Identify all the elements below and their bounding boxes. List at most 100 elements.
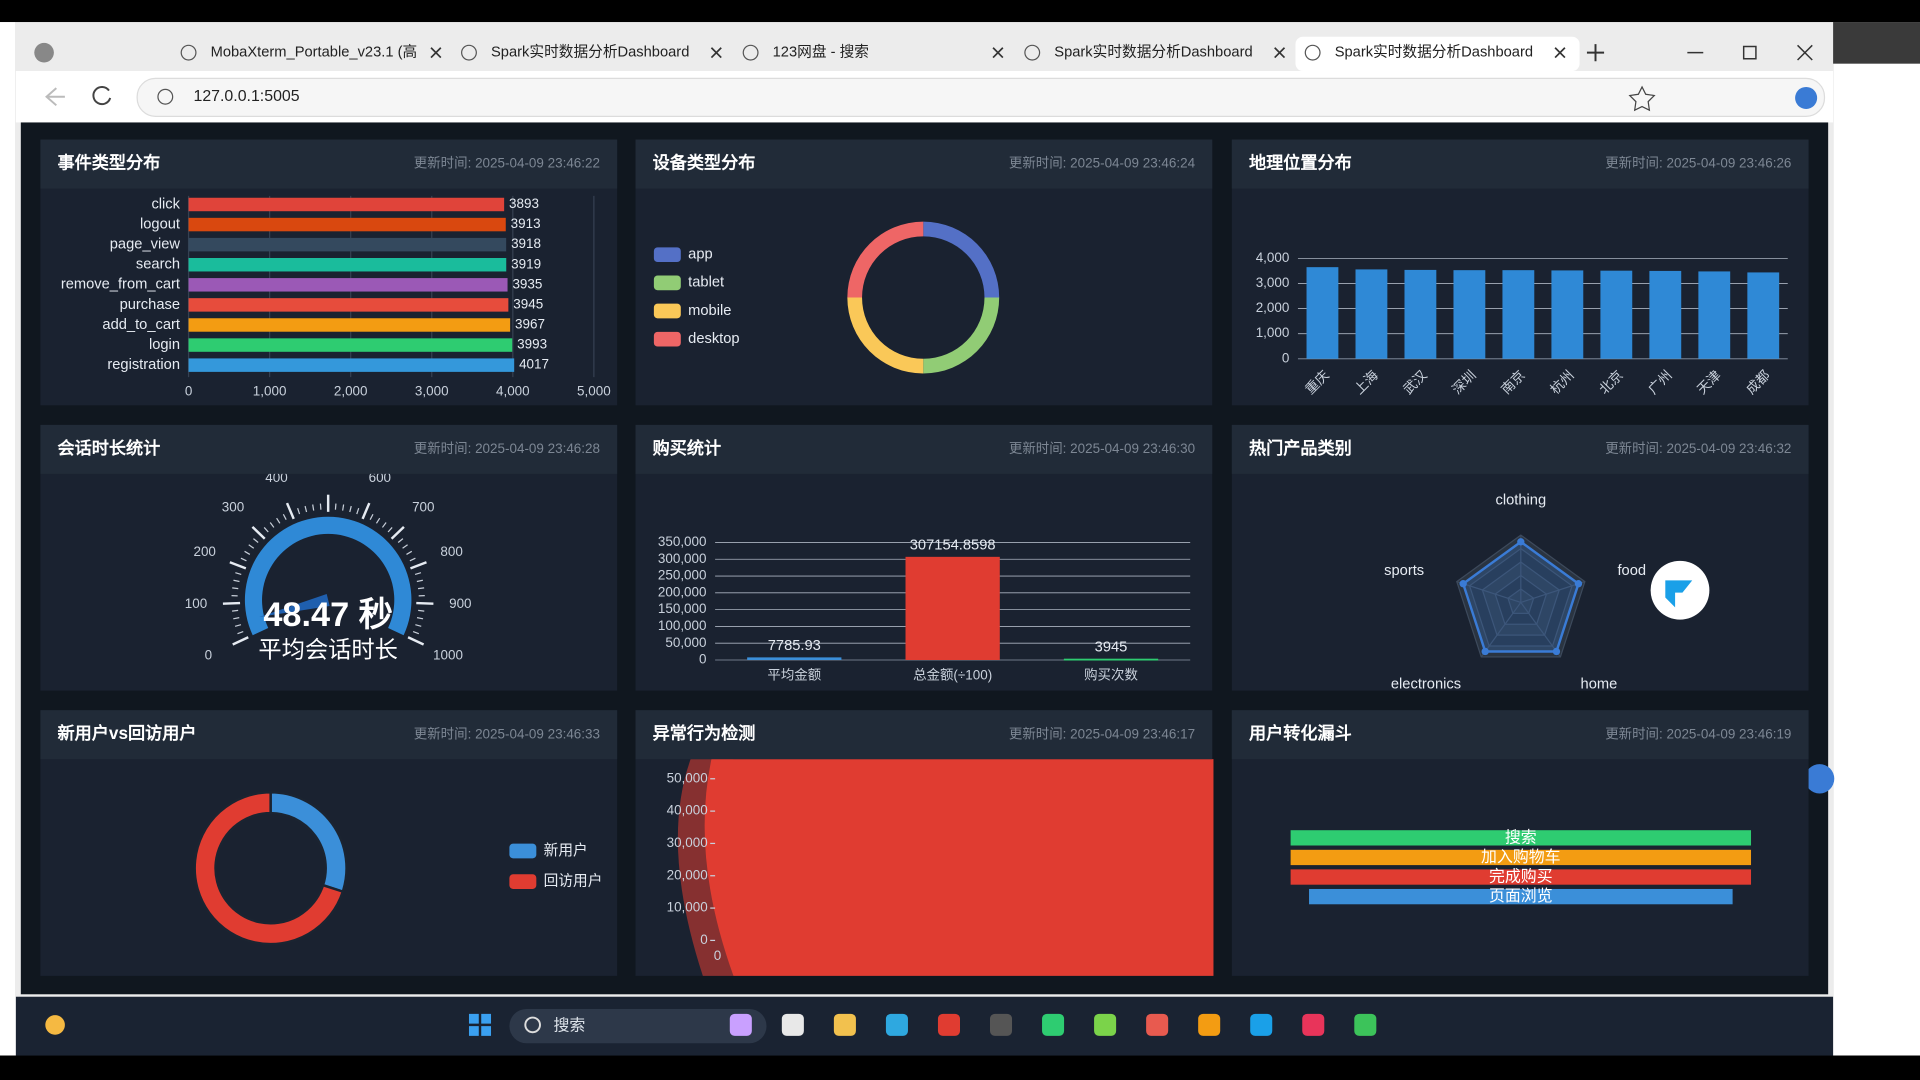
tab-title[interactable]: Spark实时数据分析Dashboard [1335, 44, 1533, 61]
panel-header [635, 710, 1213, 760]
url[interactable]: 127.0.0.1:5005 [193, 88, 299, 105]
funnel-layer [1309, 888, 1733, 905]
legend-swatch[interactable] [509, 843, 537, 859]
gauge-minor-tick [369, 513, 374, 520]
bar [1453, 270, 1486, 359]
gauge-minor-tick [402, 544, 408, 549]
update-time: 更新时间: 2025-04-09 23:46:30 [1009, 441, 1195, 456]
funnel-label: 搜索 [1505, 828, 1537, 846]
search-icon [524, 1016, 541, 1034]
legend-label[interactable]: tablet [688, 275, 724, 291]
bar [1063, 658, 1159, 661]
side-button[interactable] [1804, 764, 1835, 794]
side-window [0, 22, 16, 1056]
start-button[interactable] [468, 1013, 492, 1036]
tab-title[interactable]: Spark实时数据分析Dashboard [1054, 44, 1252, 61]
bar [188, 298, 509, 312]
taskbar-app[interactable] [885, 1013, 908, 1036]
address-bar[interactable] [136, 77, 1826, 117]
legend-swatch[interactable] [653, 275, 681, 291]
taskbar-app[interactable] [1094, 1013, 1117, 1036]
gauge-tick-label: 200 [193, 544, 215, 559]
legend-swatch[interactable] [653, 303, 681, 319]
y-tick-label: 20,000 [667, 867, 708, 882]
radar-point [1517, 538, 1525, 546]
bar [1404, 269, 1437, 359]
tab-close[interactable] [430, 47, 442, 59]
gauge-minor-tick [240, 557, 247, 562]
tab-close[interactable] [992, 47, 1004, 59]
value-label: 307154.8598 [910, 538, 996, 554]
reload-button[interactable] [92, 86, 112, 106]
tab-title[interactable]: 123网盘 - 搜索 [773, 43, 869, 61]
info-icon[interactable] [157, 88, 174, 105]
gauge-tick [410, 561, 427, 570]
taskbar-search[interactable] [509, 1008, 767, 1044]
taskbar-app[interactable] [1146, 1013, 1169, 1036]
panel-title: 用户转化漏斗 [1249, 723, 1352, 743]
taskbar-search-text[interactable]: 搜索 [553, 1016, 585, 1034]
gauge-minor-tick [232, 587, 239, 590]
legend-swatch[interactable] [509, 874, 537, 889]
panel: 01,0002,0003,0004,000重庆 上海 武汉 深圳 南京 杭州 北京 广州 天津成… [1231, 139, 1809, 406]
favorite-icon[interactable] [1628, 85, 1656, 112]
gauge-minor-tick [397, 538, 404, 543]
panel-header [635, 424, 1213, 474]
gauge-minor-tick [349, 505, 352, 513]
copilot-icon[interactable] [1795, 86, 1818, 109]
profile-icon[interactable] [34, 42, 54, 63]
gauge-minor-tick [235, 572, 242, 576]
window-controls[interactable] [1687, 44, 1813, 61]
taskbar-app[interactable] [1302, 1013, 1325, 1036]
panels: 0 1,000 2,000 3,000 4,000 5,000 click 3893 logou… [40, 139, 1809, 976]
legend-label[interactable]: 新用户 [544, 842, 588, 859]
tab[interactable]: MobaXterm_Portable_v23.1 (高 [180, 44, 442, 61]
tab-close[interactable] [710, 47, 722, 59]
tab[interactable]: 123网盘 - 搜索 [742, 43, 1004, 61]
bar [1502, 270, 1535, 359]
gauge-minor-tick [234, 624, 242, 627]
gauge-minor-tick [282, 513, 287, 520]
tab-close[interactable] [1274, 47, 1286, 59]
taskbar-app[interactable] [1042, 1013, 1065, 1036]
back-button[interactable] [45, 87, 65, 107]
panel-header [1231, 139, 1809, 189]
taskbar-app[interactable] [781, 1013, 804, 1036]
legend-swatch[interactable] [653, 331, 681, 347]
radar-point [1481, 647, 1489, 656]
legend-label[interactable]: desktop [688, 331, 739, 347]
funnel-label: 页面浏览 [1489, 887, 1553, 905]
active-tab [1295, 36, 1580, 72]
gauge-minor-tick [387, 527, 393, 533]
weather-icon[interactable] [45, 1015, 65, 1035]
taskbar-app[interactable] [937, 1013, 960, 1036]
taskbar-app[interactable] [1198, 1013, 1221, 1036]
tab-title[interactable]: MobaXterm_Portable_v23.1 (高 [211, 44, 418, 61]
radar-indicator: electronics [1391, 677, 1461, 693]
taskbar-app[interactable] [1250, 1013, 1273, 1036]
bar [188, 358, 515, 372]
tab-close[interactable] [1554, 47, 1566, 59]
taskbar-app[interactable] [729, 1013, 752, 1036]
legend-swatch[interactable] [653, 247, 681, 263]
new-tab-button[interactable] [1586, 44, 1605, 62]
panel-header [1231, 424, 1809, 474]
tab-title[interactable]: Spark实时数据分析Dashboard [491, 44, 689, 61]
gauge-tick [232, 636, 249, 646]
legend-label[interactable]: 回访用户 [544, 873, 603, 890]
y-tick-label: 4,000 [1256, 250, 1290, 265]
bar [1747, 272, 1780, 359]
category-label: add_to_cart [102, 317, 180, 333]
tab[interactable]: Spark实时数据分析Dashboard [1024, 44, 1286, 61]
taskbar-app[interactable] [990, 1013, 1013, 1036]
taskbar-app[interactable] [833, 1013, 856, 1036]
y-tick-label: 50,000 [667, 770, 708, 785]
tab[interactable]: Spark实时数据分析Dashboard [461, 44, 722, 61]
taskbar-app[interactable] [1354, 1013, 1377, 1036]
gauge-tick-label: 700 [412, 500, 434, 515]
legend-label[interactable]: mobile [688, 303, 731, 319]
legend-label[interactable]: app [688, 247, 713, 263]
tab[interactable]: Spark实时数据分析Dashboard [1304, 44, 1566, 61]
x-tick-label: 0 [714, 948, 721, 963]
y-tick-label: 0 [699, 652, 706, 667]
